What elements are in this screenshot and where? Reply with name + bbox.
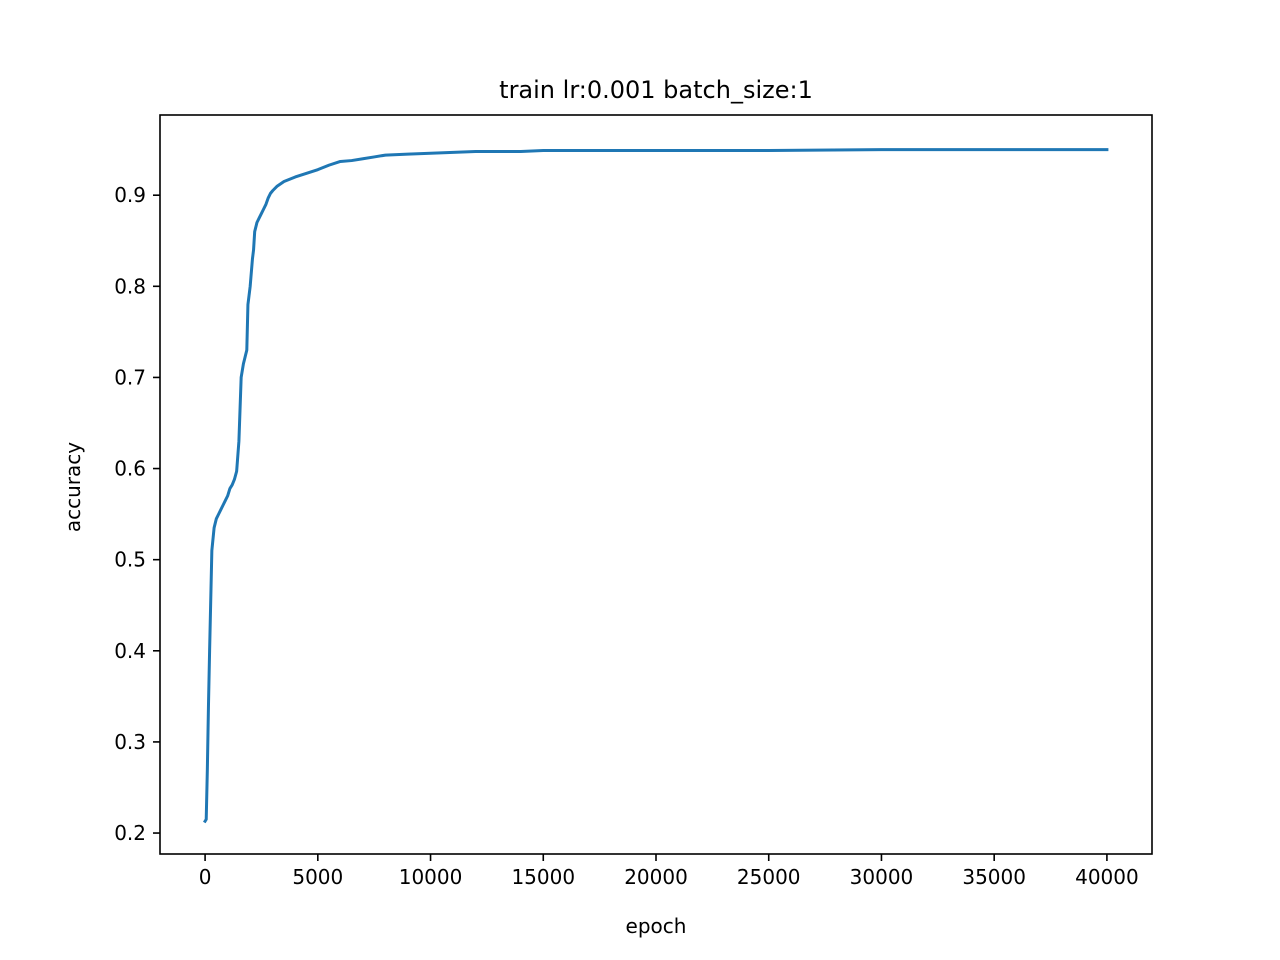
y-tick-label: 0.6 xyxy=(114,457,146,481)
y-tick-label: 0.4 xyxy=(114,639,146,663)
x-tick-label: 20000 xyxy=(624,865,688,889)
x-tick-label: 10000 xyxy=(399,865,463,889)
x-tick-label: 40000 xyxy=(1075,865,1139,889)
x-axis-label: epoch xyxy=(626,914,687,938)
y-tick-label: 0.8 xyxy=(114,274,146,298)
x-tick-label: 25000 xyxy=(737,865,801,889)
x-tick-label: 30000 xyxy=(850,865,914,889)
y-tick-label: 0.2 xyxy=(114,821,146,845)
plot-frame xyxy=(159,114,1153,855)
x-tick-label: 5000 xyxy=(292,865,343,889)
y-tick-label: 0.9 xyxy=(114,183,146,207)
x-axis-ticks: 0 5000 10000 15000 20000 25000 30000 35000 40000 xyxy=(199,854,1139,889)
y-axis-ticks: 0.2 0.3 0.4 0.5 0.6 0.7 0.8 0.9 xyxy=(114,183,160,845)
y-tick-label: 0.3 xyxy=(114,730,146,754)
y-axis-label: accuracy xyxy=(61,442,85,532)
x-tick-label: 15000 xyxy=(511,865,575,889)
y-tick-label: 0.5 xyxy=(114,548,146,572)
x-tick-label: 35000 xyxy=(962,865,1026,889)
x-tick-label: 0 xyxy=(199,865,212,889)
y-tick-label: 0.7 xyxy=(114,365,146,389)
accuracy-series-line xyxy=(203,148,1109,824)
chart-title: train lr:0.001 batch_size:1 xyxy=(499,76,813,104)
